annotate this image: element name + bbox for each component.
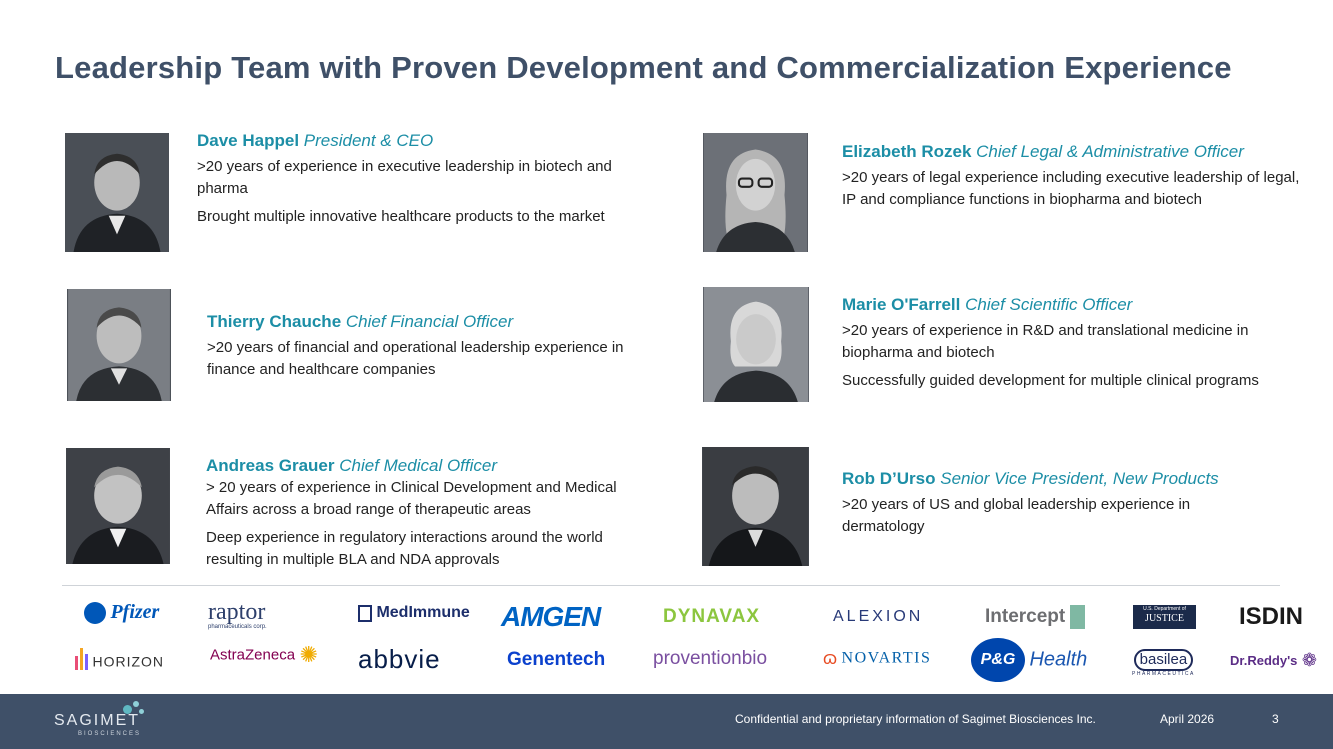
logo-genentech: Genentech [507, 649, 606, 670]
logo-alexion: ALEXION [833, 608, 924, 625]
page-title: Leadership Team with Proven Development … [55, 50, 1232, 85]
person-desc: Successfully guided development for mult… [842, 372, 1259, 389]
footer-date: April 2026 [1160, 712, 1215, 726]
horizon-icon [75, 648, 88, 675]
astrazeneca-icon: ✺ [299, 642, 318, 667]
person-desc: >20 years of financial and operational l… [207, 339, 624, 378]
photo-thierry-chauche [67, 289, 171, 401]
person-role: Chief Financial Officer [345, 312, 514, 331]
pfizer-icon [84, 601, 106, 624]
logo-pg-health: P&G Health [971, 638, 1087, 682]
logo-dynavax: DYNAVAX [663, 606, 761, 627]
person-name: Elizabeth Rozek [842, 142, 972, 161]
photo-andreas-grauer [66, 448, 170, 564]
person-dave-happel: Dave Happel President & CEO >20 years of… [197, 130, 667, 234]
person-desc: >20 years of experience in R&D and trans… [842, 322, 1249, 361]
logo-astrazeneca: AstraZeneca ✺ [210, 642, 318, 667]
person-desc: > 20 years of experience in Clinical Dev… [206, 479, 617, 518]
person-name: Andreas Grauer [206, 456, 335, 475]
person-rob-durso: Rob D’Urso Senior Vice President, New Pr… [842, 468, 1312, 544]
photo-rob-durso [702, 447, 809, 566]
person-role: Senior Vice President, New Products [940, 469, 1219, 488]
person-thierry-chauche: Thierry Chauche Chief Financial Officer … [207, 311, 667, 387]
person-andreas-grauer: Andreas Grauer Chief Medical Officer > 2… [206, 455, 656, 577]
person-desc: >20 years of experience in executive lea… [197, 158, 612, 197]
logo-medimmune: MedImmune [358, 604, 470, 622]
photo-marie-ofarrell [703, 287, 809, 402]
drreddys-icon: ❁ [1301, 650, 1317, 670]
footer-bar [0, 694, 1333, 749]
page-number: 3 [1272, 712, 1279, 726]
person-elizabeth-rozek: Elizabeth Rozek Chief Legal & Administra… [842, 141, 1312, 217]
photo-dave-happel [65, 133, 169, 252]
person-role: Chief Scientific Officer [965, 295, 1133, 314]
logo-doj: U.S. Department of JUSTICE [1133, 605, 1196, 629]
medimmune-icon [358, 604, 372, 622]
footer-brand: SAGIMET [54, 712, 141, 729]
logo-horizon: HORIZON [75, 648, 164, 675]
logo-raptor: raptor pharmaceuticals corp. [208, 599, 267, 630]
logo-pfizer: Pfizer [84, 601, 159, 624]
logo-novartis: ɷ NOVARTIS [823, 648, 932, 668]
person-role: President & CEO [303, 131, 434, 150]
person-name: Dave Happel [197, 131, 300, 150]
logo-basilea: basilea PHARMACEUTICA [1132, 649, 1195, 677]
person-role: Chief Medical Officer [339, 456, 498, 475]
person-name: Rob D’Urso [842, 469, 936, 488]
novartis-icon: ɷ [823, 648, 838, 668]
logo-provention: proventionbio [653, 648, 768, 669]
intercept-icon [1069, 605, 1085, 629]
logo-drreddys: Dr.Reddy's ❁ [1230, 650, 1317, 670]
logo-abbvie: abbvie [358, 644, 441, 674]
logo-intercept: Intercept [985, 605, 1085, 629]
person-desc: >20 years of legal experience including … [842, 169, 1300, 208]
logo-amgen: AMGEN [501, 601, 601, 632]
person-name: Thierry Chauche [207, 312, 342, 331]
logo-isdin: ISDIN [1239, 603, 1304, 630]
footer-confidential: Confidential and proprietary information… [735, 712, 1096, 726]
person-desc: Brought multiple innovative healthcare p… [197, 208, 605, 225]
person-desc: Deep experience in regulatory interactio… [206, 529, 603, 568]
photo-elizabeth-rozek [703, 133, 808, 252]
person-role: Chief Legal & Administrative Officer [976, 142, 1244, 161]
person-marie-ofarrell: Marie O'Farrell Chief Scientific Officer… [842, 294, 1312, 398]
person-name: Marie O'Farrell [842, 295, 961, 314]
divider [62, 585, 1280, 586]
footer-brand-sub: BIOSCIENCES [78, 731, 142, 737]
person-desc: >20 years of US and global leadership ex… [842, 496, 1191, 535]
